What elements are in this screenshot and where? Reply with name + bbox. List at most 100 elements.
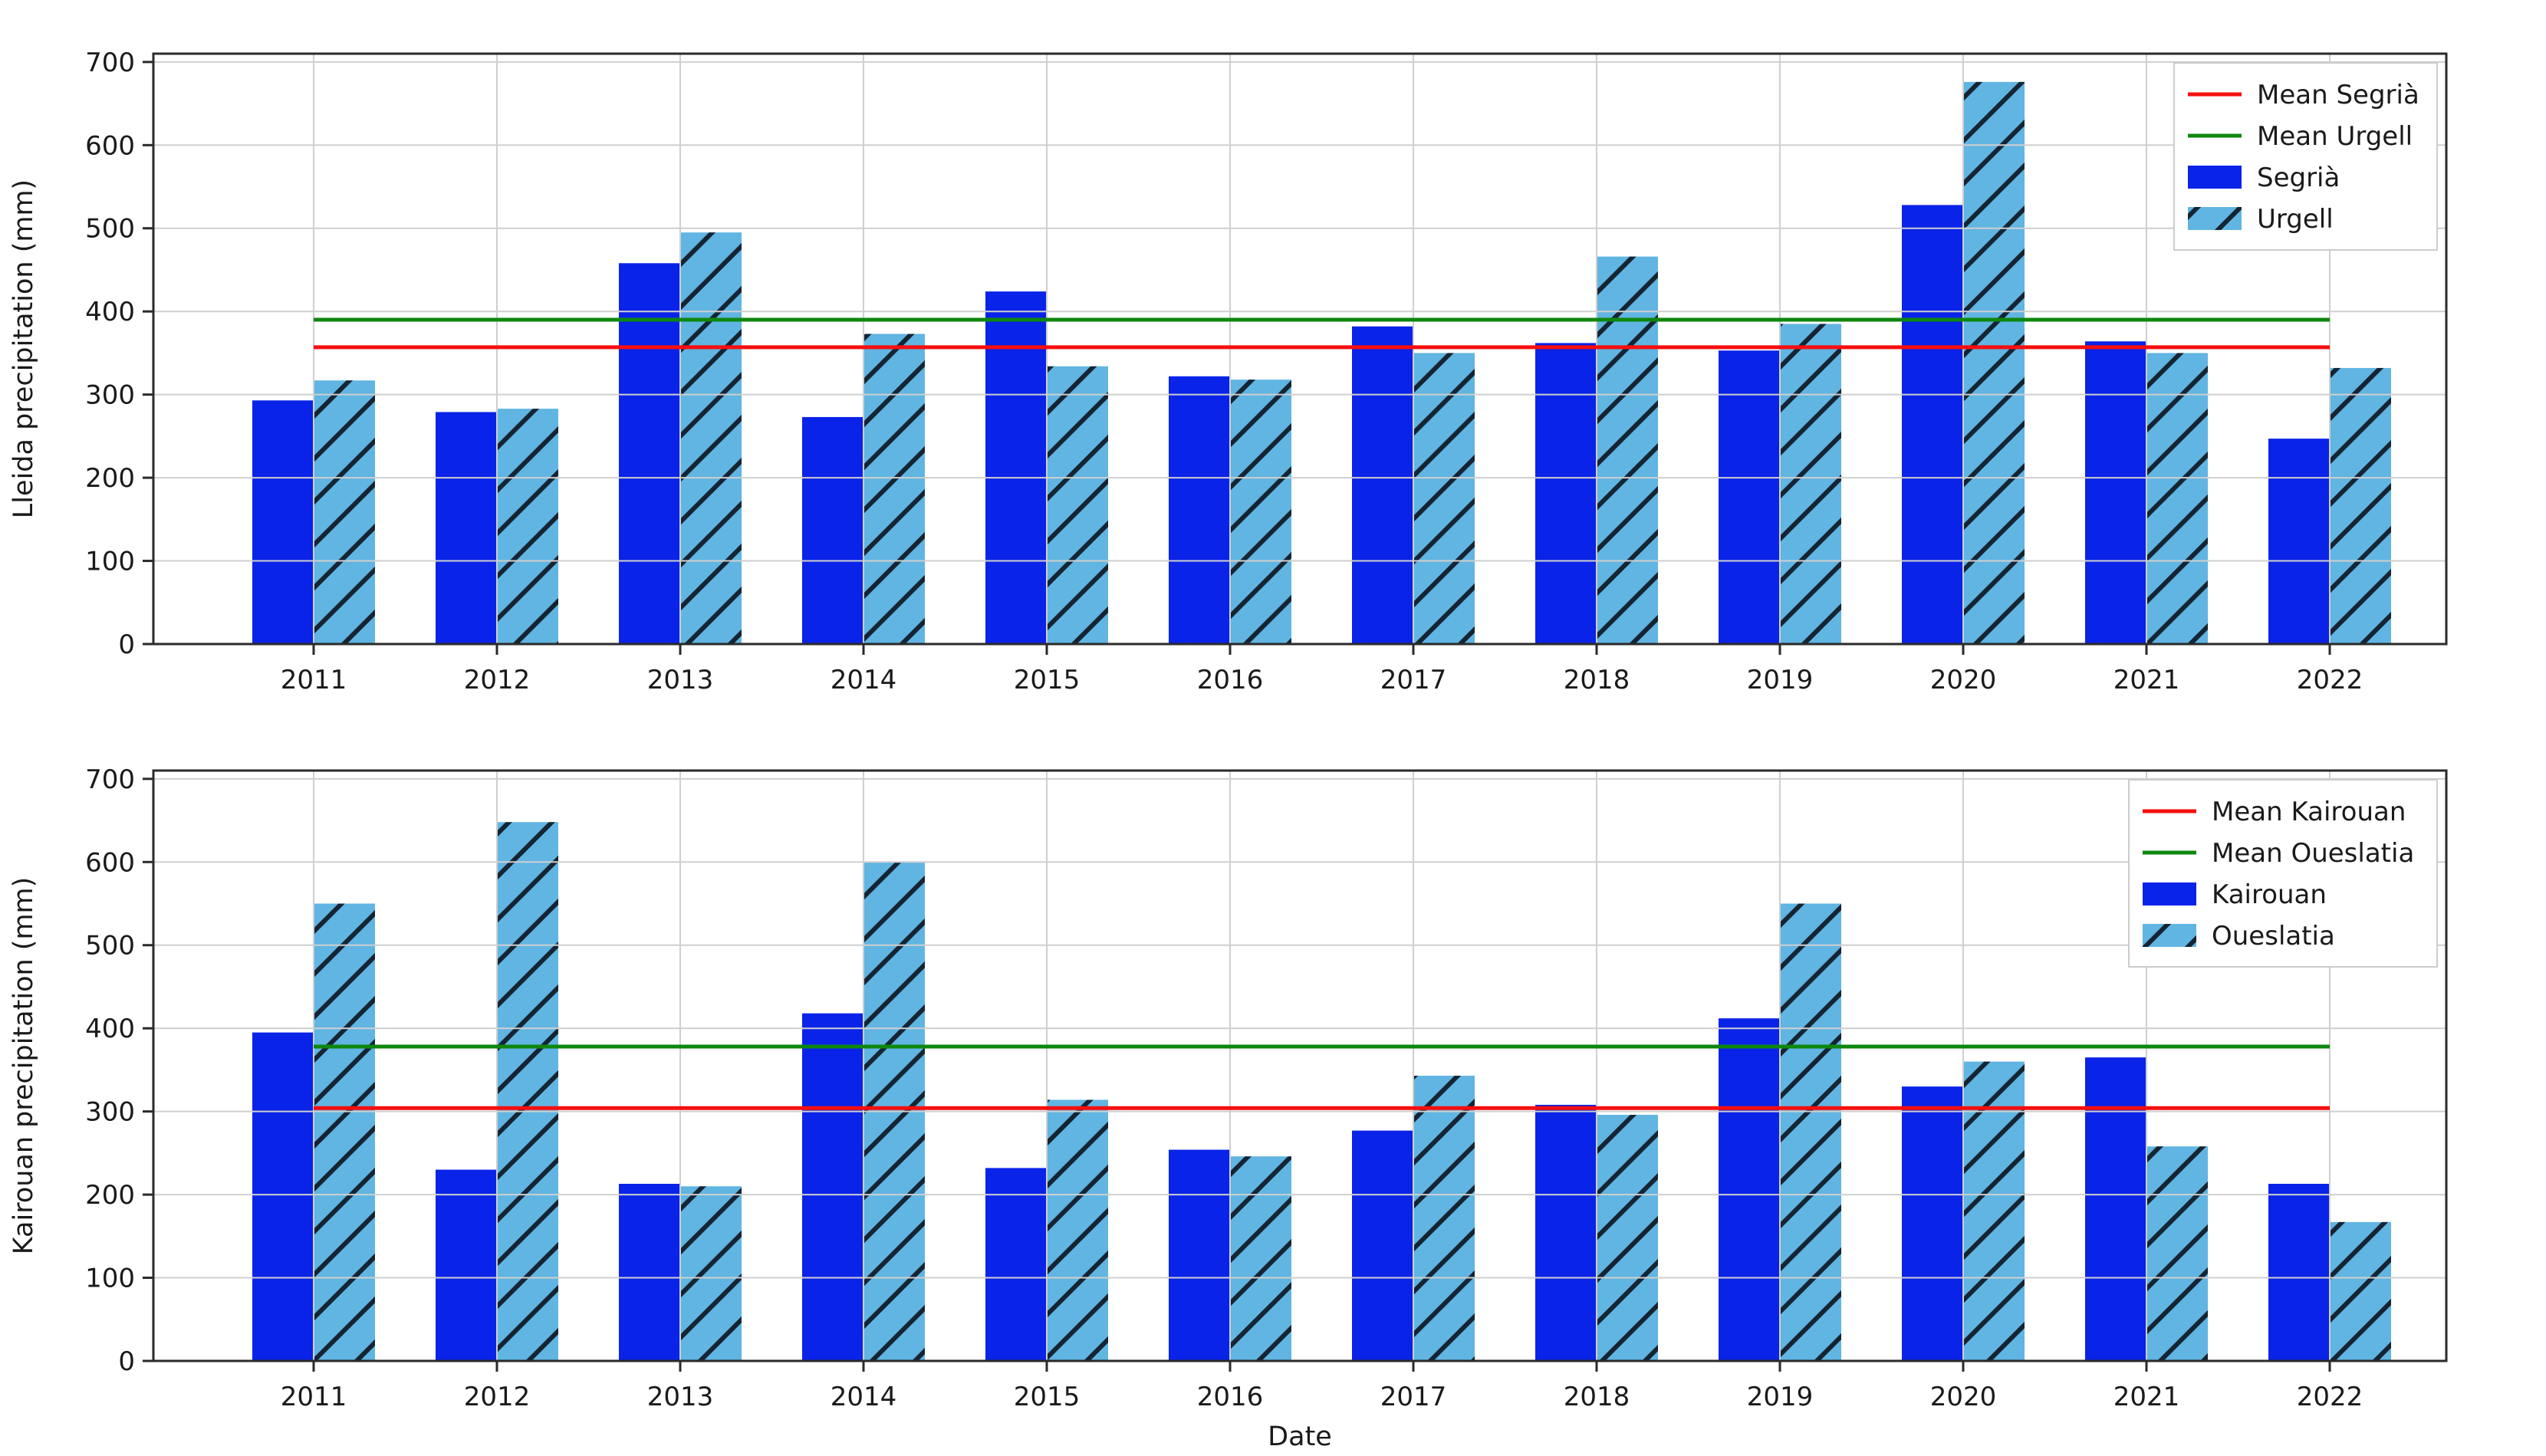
legend: Mean Kairouan Mean Oueslatia Kairouan Ouesl…: [2128, 779, 2438, 968]
bar-hatch: [1780, 324, 1841, 644]
bar-hatch: [497, 409, 558, 644]
bar-hatch: [2330, 367, 2391, 644]
legend-patch-sample: [2188, 166, 2242, 189]
x-tick-label: 2017: [1380, 665, 1447, 695]
series-Segrià: [252, 205, 2330, 645]
bar: [802, 1013, 863, 1361]
x-tick-label: 2017: [1380, 1382, 1447, 1412]
x-tick-label: 2015: [1014, 1382, 1081, 1412]
y-tick-label: 300: [85, 380, 135, 411]
bar-hatch: [1413, 1076, 1475, 1361]
y-tick-label: 600: [85, 130, 135, 161]
x-tick-label: 2019: [1747, 665, 1814, 695]
x-tick-label: 2012: [464, 665, 531, 695]
bar: [802, 416, 863, 644]
bar-hatch: [2146, 353, 2208, 644]
y-tick-label: 300: [85, 1097, 135, 1128]
y-tick-label: 400: [85, 1014, 135, 1044]
bar: [1169, 1149, 1230, 1361]
bar: [619, 263, 680, 644]
x-tick-label: 2016: [1197, 665, 1264, 695]
legend-label: Mean Urgell: [2257, 121, 2413, 152]
bar: [2268, 439, 2330, 644]
y-tick-label: 200: [85, 1180, 135, 1211]
y-tick-label: 700: [85, 764, 135, 795]
bar: [1535, 1104, 1597, 1361]
series-Kairouan: [252, 1013, 2330, 1361]
bar: [1719, 350, 1780, 644]
gridlines: [153, 771, 2446, 1362]
y-tick-label: 100: [85, 547, 135, 577]
legend-patch-hatch: [2188, 207, 2242, 230]
bar: [1902, 1086, 1963, 1361]
bar: [2085, 341, 2146, 644]
x-tick-label: 2018: [1564, 1382, 1630, 1412]
legend-label: Mean Oueslatia: [2212, 838, 2414, 869]
y-tick-label: 100: [85, 1264, 135, 1294]
y-tick-label: 700: [85, 48, 135, 78]
bar: [1169, 376, 1230, 644]
bar: [252, 400, 314, 644]
legend-label: Mean Segrià: [2257, 80, 2419, 110]
bar-hatch: [1230, 380, 1291, 644]
axes-spines: [152, 52, 2448, 646]
x-tick-label: 2020: [1930, 665, 1997, 695]
bar: [1535, 343, 1597, 644]
bar: [1352, 326, 1413, 644]
x-tick-label: 2021: [2113, 665, 2180, 695]
x-tick-label: 2011: [281, 1382, 347, 1412]
bar: [2268, 1184, 2330, 1361]
x-tick-label: 2012: [464, 1382, 531, 1412]
bar-hatch: [314, 380, 375, 644]
legend-label: Oueslatia: [2212, 921, 2335, 951]
bar: [1902, 205, 1963, 645]
bar-hatch: [1230, 1156, 1291, 1361]
bar-hatch: [1413, 353, 1475, 644]
bar-hatch: [1963, 81, 2025, 645]
x-tick-label: 2021: [2113, 1382, 2180, 1412]
x-tick-label: 2013: [647, 1382, 714, 1412]
y-tick-label: 0: [118, 1346, 135, 1377]
bar: [619, 1184, 680, 1361]
axes-spines: [152, 769, 2448, 1362]
x-tick-label: 2011: [281, 665, 347, 695]
y-tick-label: 0: [118, 629, 135, 660]
kairouan-chart: 0 100 200 300 400 500 600 700 2011 2012 2013 2014 20…: [8, 764, 2448, 1452]
x-tick-label: 2019: [1747, 1382, 1814, 1412]
y-tick-label: 200: [85, 463, 135, 494]
bar-hatch: [314, 903, 375, 1361]
x-tick-label: 2014: [831, 1382, 897, 1412]
x-axis-label: Date: [1268, 1421, 1332, 1452]
bar: [252, 1032, 314, 1361]
bar: [985, 1168, 1047, 1361]
bar: [436, 1169, 497, 1361]
x-tick-label: 2022: [2297, 665, 2363, 695]
x-tick-label: 2015: [1014, 665, 1081, 695]
bar: [1352, 1130, 1413, 1361]
bar-hatch: [1597, 1114, 1658, 1361]
y-axis-label: Kairouan precipitation (mm): [8, 877, 39, 1255]
x-tick-label: 2013: [647, 665, 714, 695]
legend-label: Urgell: [2257, 204, 2334, 235]
legend-label: Mean Kairouan: [2212, 797, 2406, 827]
bar: [2085, 1057, 2146, 1361]
x-tick-label: 2018: [1564, 665, 1630, 695]
bar-hatch: [1047, 1099, 1108, 1361]
x-tick-label: 2014: [831, 665, 897, 695]
x-tick-label: 2020: [1930, 1382, 1997, 1412]
bar: [436, 412, 497, 644]
bar-hatch: [2146, 1146, 2208, 1361]
bar-hatch: [1780, 903, 1841, 1361]
bar: [1719, 1018, 1780, 1361]
legend-patch-sample: [2143, 882, 2196, 905]
bar-hatch: [497, 822, 558, 1361]
y-tick-label: 500: [85, 214, 135, 245]
bar-hatch: [680, 1186, 742, 1361]
bar: [985, 291, 1047, 644]
y-tick-label: 400: [85, 297, 135, 327]
x-tick-label: 2016: [1197, 1382, 1264, 1412]
bar-hatch: [1597, 256, 1658, 644]
legend-patch-hatch: [2143, 924, 2196, 947]
